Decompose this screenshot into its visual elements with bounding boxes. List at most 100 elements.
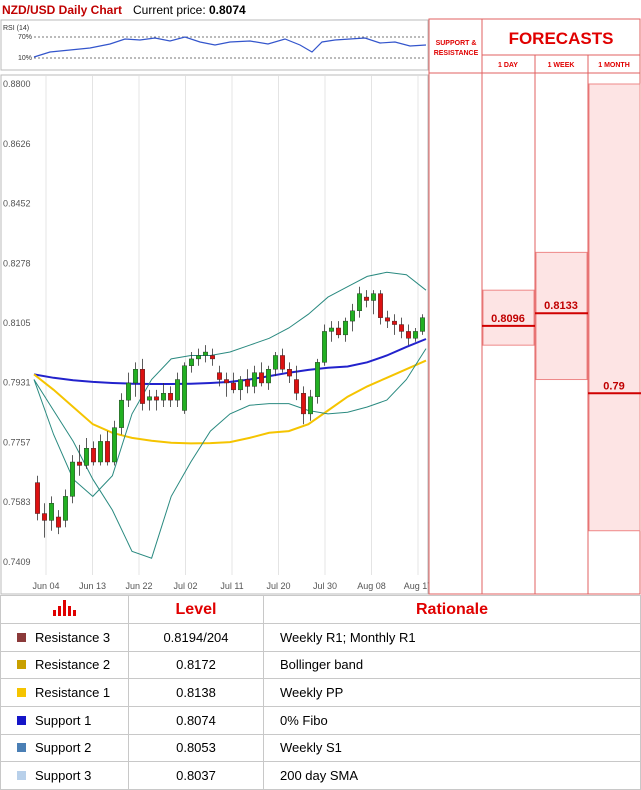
forecast-band	[588, 83, 641, 532]
level-name: Resistance 2	[35, 657, 111, 673]
candle-body	[385, 317, 390, 322]
candle-body	[364, 296, 369, 301]
level-name-cell: Resistance 3	[0, 623, 129, 652]
level-rationale: Bollinger band	[263, 650, 641, 680]
level-rationale: 200 day SMA	[263, 761, 641, 790]
candle-body	[42, 513, 47, 521]
candle-body	[203, 351, 208, 356]
level-value: 0.8172	[128, 650, 264, 680]
candle-body	[350, 310, 355, 322]
candle-body	[371, 293, 376, 301]
chart-area: NZD/USD Daily Chart Current price: 0.807…	[0, 3, 641, 595]
sr-header-line2: RESISTANCE	[434, 50, 479, 57]
y-tick-label: 0.8626	[3, 139, 31, 149]
candle-body	[217, 372, 222, 380]
candle-body	[168, 393, 173, 401]
candle-body	[315, 362, 320, 397]
level-value: 0.8194/204	[128, 623, 264, 652]
candle-body	[301, 393, 306, 415]
candle-body	[343, 320, 348, 336]
y-tick-label: 0.8278	[3, 258, 31, 268]
candle-body	[126, 382, 131, 401]
candle-body	[189, 358, 194, 366]
level-name-cell: Resistance 2	[0, 650, 129, 680]
x-tick-label: Jun 04	[32, 581, 59, 591]
candle-body	[413, 331, 418, 339]
candle-body	[119, 399, 124, 428]
levels-header-row: Level Rationale	[0, 595, 641, 624]
candle-body	[329, 327, 334, 332]
candle-body	[196, 355, 201, 360]
level-row: Resistance 1 0.8138 Weekly PP	[0, 678, 641, 707]
level-name: Support 2	[35, 740, 92, 756]
forecasts-title: FORECASTS	[509, 29, 614, 48]
candle-body	[392, 320, 397, 325]
candle-body	[280, 355, 285, 370]
candle-body	[161, 393, 166, 401]
level-value: 0.8053	[128, 733, 264, 763]
candle-body	[266, 369, 271, 384]
level-name-cell: Support 2	[0, 733, 129, 763]
candle-body	[273, 355, 278, 370]
candle-body	[77, 461, 82, 466]
candle-body	[336, 327, 341, 336]
x-tick-label: Jul 02	[173, 581, 197, 591]
candle-body	[84, 448, 89, 466]
level-name-cell: Support 1	[0, 705, 129, 735]
level-name-cell: Resistance 1	[0, 678, 129, 707]
level-name: Resistance 1	[35, 685, 111, 701]
level-rationale: Weekly PP	[263, 678, 641, 707]
rsi-lower-label: 10%	[18, 55, 32, 62]
candle-body	[63, 496, 68, 521]
candle-body	[56, 516, 61, 528]
candle-body	[238, 379, 243, 391]
y-tick-label: 0.8452	[3, 199, 31, 209]
y-tick-label: 0.7757	[3, 437, 31, 447]
header-rationale: Rationale	[263, 595, 641, 624]
level-color-swatch	[17, 688, 26, 698]
x-tick-label: Jun 22	[125, 581, 152, 591]
level-color-swatch	[17, 743, 26, 753]
level-color-swatch	[17, 660, 26, 670]
y-tick-label: 0.7931	[3, 378, 31, 388]
y-tick-label: 0.7583	[3, 497, 31, 507]
candle-body	[252, 372, 257, 387]
fc-col-1month: 1 MONTH	[598, 62, 630, 69]
level-row: Support 3 0.8037 200 day SMA	[0, 761, 641, 790]
candle-body	[105, 441, 110, 463]
fc-col-1week: 1 WEEK	[548, 62, 575, 69]
candle-body	[322, 331, 327, 363]
rsi-line	[33, 36, 427, 58]
x-tick-label: Jul 20	[266, 581, 290, 591]
y-tick-label: 0.7409	[3, 557, 31, 567]
x-tick-label: Jul 11	[220, 581, 243, 591]
level-color-swatch	[17, 632, 26, 642]
forecast-value: 0.8096	[491, 313, 525, 325]
candle-body	[287, 369, 292, 377]
levels-table: Level Rationale Resistance 3 0.8194/204 We…	[0, 595, 641, 790]
bar-chart-icon	[53, 598, 76, 616]
candle-body	[147, 396, 152, 401]
candle-body	[133, 369, 138, 384]
candle-body	[224, 379, 229, 384]
price-label: Current price:	[133, 3, 206, 17]
indicator-line-0	[33, 338, 427, 385]
candle-body	[399, 324, 404, 332]
candle-body	[231, 382, 236, 391]
forecast-band	[535, 251, 588, 381]
price-value: 0.8074	[209, 3, 246, 17]
rsi-upper-label: 70%	[18, 34, 32, 41]
candle-body	[70, 461, 75, 497]
header-level: Level	[128, 595, 264, 624]
indicator-line-1	[33, 359, 427, 445]
chart-title: NZD/USD Daily Chart	[2, 3, 122, 17]
x-tick-label: Aug 17	[404, 581, 433, 591]
level-name: Resistance 3	[35, 629, 111, 645]
candle-body	[91, 448, 96, 463]
level-value: 0.8037	[128, 761, 264, 790]
level-name-cell: Support 3	[0, 761, 129, 790]
level-row: Support 1 0.8074 0% Fibo	[0, 705, 641, 735]
rsi-label: RSI (14)	[3, 25, 29, 32]
x-tick-label: Aug 08	[357, 581, 386, 591]
chart-svg: NZD/USD Daily Chart Current price: 0.807…	[0, 3, 641, 595]
